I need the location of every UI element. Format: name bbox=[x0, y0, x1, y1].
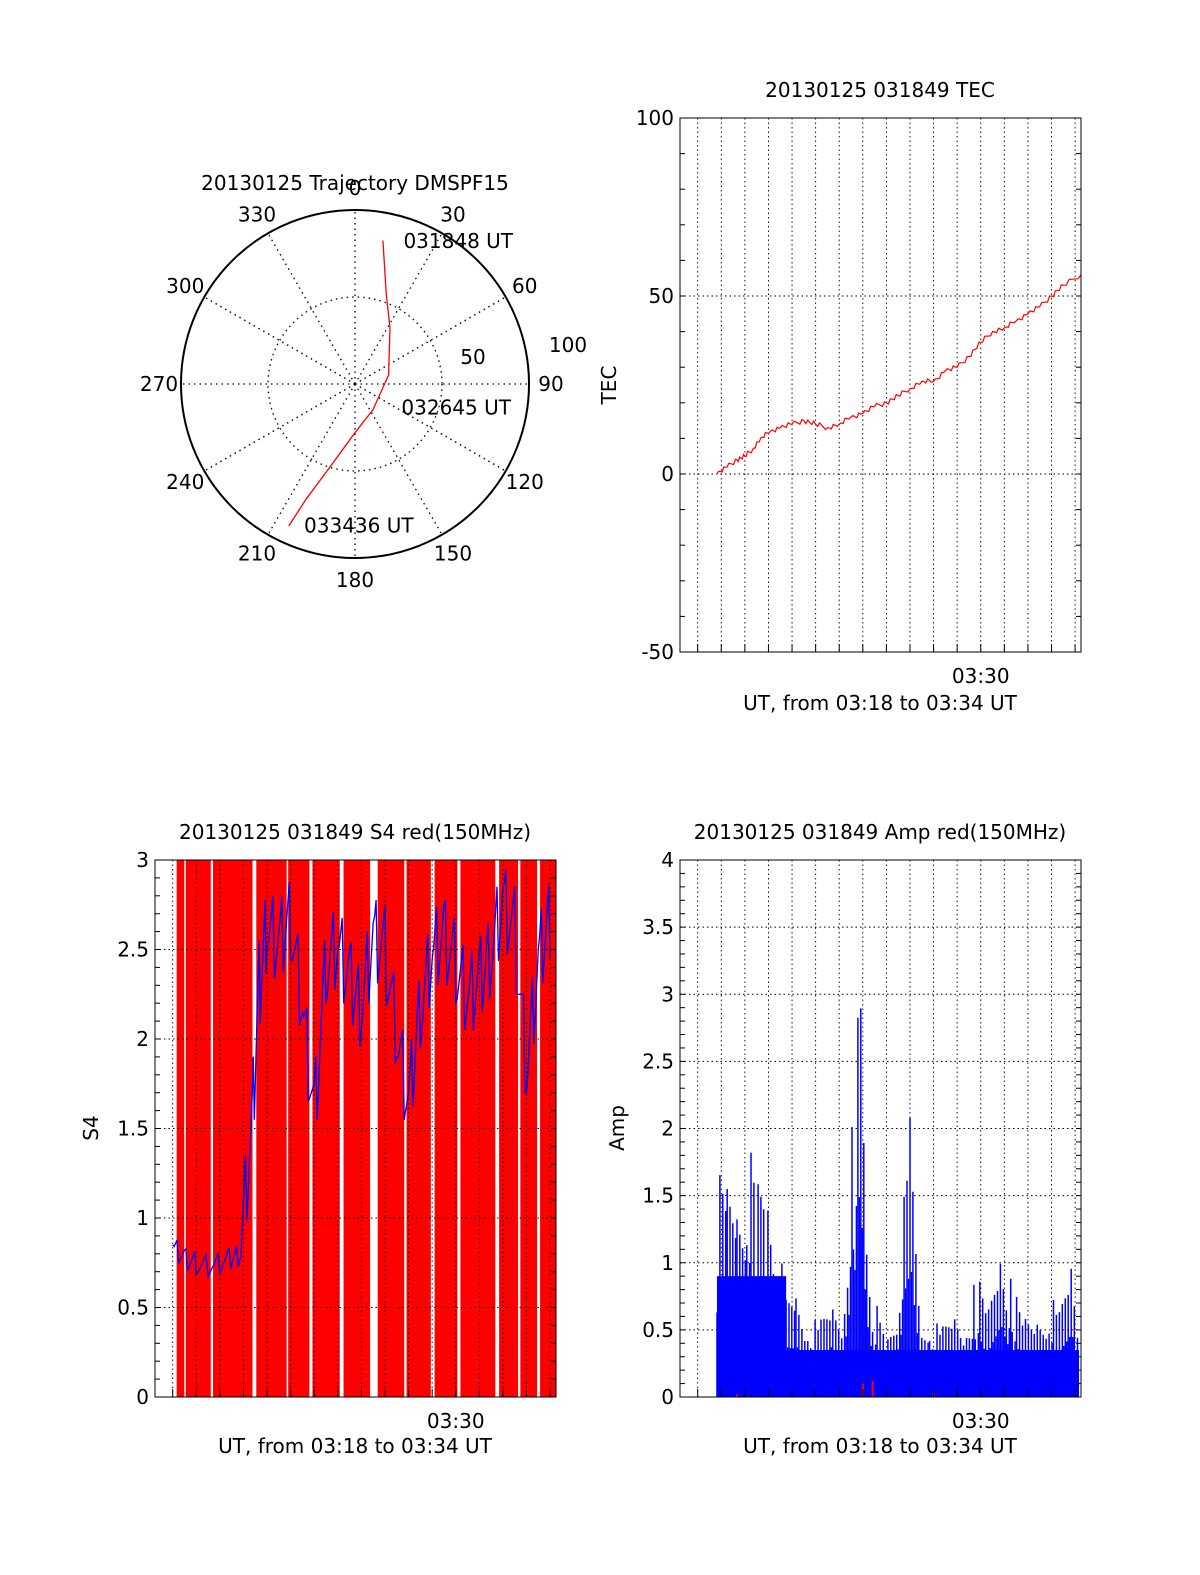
amp-ytick-label: 3 bbox=[661, 982, 674, 1006]
tec-grid bbox=[680, 118, 1081, 652]
amp-ticks: 0 0.5 1 1.5 2 2.5 3 3.5 4 03:30 bbox=[642, 848, 1081, 1433]
trajectory-time-label: 031848 UT bbox=[403, 229, 513, 253]
s4-blue-series bbox=[172, 868, 551, 1280]
polar-spoke bbox=[354, 383, 507, 472]
polar-labels: 0 30 60 90 120 150 180 210 240 270 300 330 50 100 bbox=[140, 176, 587, 592]
azimuth-label: 240 bbox=[166, 470, 204, 494]
azimuth-label: 120 bbox=[506, 470, 544, 494]
s4-series bbox=[172, 860, 556, 1397]
trajectory-panel: 20130125 Trajectory DMSPF15 0 30 60 90 120 15… bbox=[140, 171, 587, 592]
tec-series bbox=[716, 274, 1082, 475]
radial-label-100: 100 bbox=[549, 333, 587, 357]
polar-spoke bbox=[354, 383, 443, 536]
s4-gap bbox=[286, 860, 289, 1397]
s4-gap bbox=[339, 860, 344, 1397]
s4-ylabel: S4 bbox=[79, 1115, 103, 1140]
amp-early-band bbox=[716, 1276, 787, 1397]
amp-ytick-label: 0 bbox=[661, 1385, 674, 1409]
polar-spoke bbox=[354, 232, 443, 385]
azimuth-label: 300 bbox=[166, 274, 204, 298]
amp-ytick-label: 1 bbox=[661, 1251, 674, 1275]
s4-gap bbox=[309, 860, 313, 1397]
amp-title: 20130125 031849 Amp red(150MHz) bbox=[694, 820, 1066, 844]
tec-ytick-label: 0 bbox=[661, 462, 674, 486]
trajectory-annotations: 031848 UT 032645 UT 033436 UT bbox=[304, 229, 514, 537]
s4-gap bbox=[518, 860, 521, 1397]
s4-gap bbox=[184, 860, 186, 1397]
trajectory-title: 20130125 Trajectory DMSPF15 bbox=[201, 171, 509, 195]
amp-panel: 20130125 031849 Amp red(150MHz) 0 0.5 1 1.5… bbox=[605, 820, 1082, 1458]
s4-grid bbox=[155, 860, 556, 1397]
azimuth-label: 60 bbox=[512, 274, 537, 298]
amp-ylabel: Amp bbox=[605, 1105, 629, 1151]
s4-ytick-label: 0 bbox=[136, 1385, 149, 1409]
trajectory-series bbox=[288, 240, 391, 527]
s4-title: 20130125 031849 S4 red(150MHz) bbox=[179, 820, 531, 844]
amp-ytick-label: 2.5 bbox=[642, 1049, 674, 1073]
amp-ytick-label: 1.5 bbox=[642, 1184, 674, 1208]
azimuth-label: 30 bbox=[440, 202, 465, 226]
polar-spoke bbox=[267, 232, 356, 385]
tec-ylabel: TEC bbox=[597, 366, 621, 406]
radial-label-50: 50 bbox=[460, 345, 485, 369]
s4-gap bbox=[370, 860, 378, 1397]
tec-ytick-label: 50 bbox=[649, 284, 674, 308]
azimuth-label: 210 bbox=[238, 542, 276, 566]
s4-ticks: 0 0.5 1 1.5 2 2.5 3 03:30 bbox=[117, 848, 556, 1433]
polar-spoke bbox=[354, 296, 507, 385]
amp-ytick-label: 3.5 bbox=[642, 915, 674, 939]
amp-grid bbox=[680, 860, 1081, 1397]
s4-xtick-label: 03:30 bbox=[427, 1409, 485, 1433]
tec-xtick-label: 03:30 bbox=[952, 664, 1010, 688]
tec-title: 20130125 031849 TEC bbox=[765, 78, 995, 102]
s4-ytick-label: 0.5 bbox=[117, 1296, 149, 1320]
tec-xlabel: UT, from 03:18 to 03:34 UT bbox=[743, 691, 1018, 715]
trajectory-time-label: 032645 UT bbox=[401, 396, 511, 420]
s4-gap bbox=[210, 860, 214, 1397]
polar-grid bbox=[180, 209, 530, 559]
tec-panel: 20130125 031849 TEC -50 0 50 100 03:30 TEC U… bbox=[597, 78, 1082, 715]
tec-line bbox=[716, 274, 1082, 475]
tec-ticks: -50 0 50 100 03:30 bbox=[636, 106, 1081, 688]
azimuth-label: 180 bbox=[336, 568, 374, 592]
s4-ytick-label: 2.5 bbox=[117, 938, 149, 962]
trajectory-line bbox=[288, 240, 391, 527]
azimuth-label: 150 bbox=[434, 542, 472, 566]
azimuth-label: 330 bbox=[238, 202, 276, 226]
tec-ytick-label: -50 bbox=[641, 640, 674, 664]
polar-spoke bbox=[203, 296, 356, 385]
azimuth-label: 0 bbox=[349, 176, 362, 200]
trajectory-time-label: 033436 UT bbox=[304, 514, 414, 538]
azimuth-label: 270 bbox=[140, 372, 178, 396]
s4-panel: 20130125 031849 S4 red(150MHz) 0 0.5 1 1.5 2… bbox=[79, 820, 557, 1458]
s4-gap bbox=[457, 860, 461, 1397]
amp-xtick-label: 03:30 bbox=[952, 1409, 1010, 1433]
s4-ytick-label: 1 bbox=[136, 1206, 149, 1230]
polar-ring-50 bbox=[267, 296, 443, 472]
polar-spoke bbox=[267, 383, 356, 536]
s4-xlabel: UT, from 03:18 to 03:34 UT bbox=[218, 1434, 493, 1458]
s4-ytick-label: 2 bbox=[136, 1027, 149, 1051]
azimuth-label: 90 bbox=[538, 372, 563, 396]
tec-plot-frame bbox=[679, 117, 1082, 653]
s4-gap bbox=[430, 860, 435, 1397]
polar-spoke bbox=[203, 383, 356, 472]
amp-xlabel: UT, from 03:18 to 03:34 UT bbox=[743, 1434, 1018, 1458]
polar-outer-circle bbox=[180, 209, 530, 559]
s4-ytick-label: 1.5 bbox=[117, 1117, 149, 1141]
tec-ytick-label: 100 bbox=[636, 106, 674, 130]
s4-gap bbox=[404, 860, 407, 1397]
amp-ytick-label: 4 bbox=[661, 848, 674, 872]
amp-ytick-label: 0.5 bbox=[642, 1318, 674, 1342]
s4-ytick-label: 3 bbox=[136, 848, 149, 872]
amp-ytick-label: 2 bbox=[661, 1117, 674, 1141]
amp-series bbox=[716, 1008, 1080, 1397]
